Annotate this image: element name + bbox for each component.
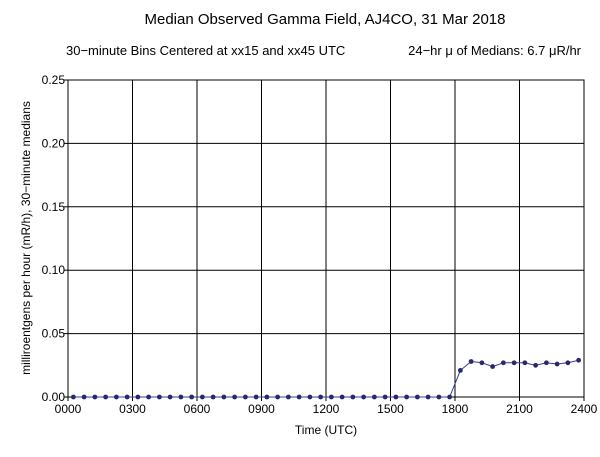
y-tick-label-5: 0.25 [42,73,66,87]
data-point [167,394,173,400]
data-point [468,359,474,364]
x-axis-ticks: 0000 0300 0600 0900 1200 1500 1800 2100 2400 [55,397,598,416]
data-point [479,360,485,366]
y-tick-label-3: 0.15 [42,200,66,214]
data-point [500,360,506,366]
data-point [81,394,87,400]
data-point [425,394,431,400]
data-point [533,362,539,368]
data-point [242,394,248,400]
y-tick-label-1: 0.05 [42,327,66,341]
data-point [296,394,302,400]
data-point [189,394,195,400]
data-point [146,394,152,400]
x-tick-label-2: 0600 [184,402,211,416]
grid [67,79,585,398]
data-point [404,394,410,400]
data-point [457,367,463,373]
data-point [414,394,420,400]
data-series [70,357,582,400]
data-point [447,394,453,400]
y-tick-label-4: 0.20 [42,136,66,150]
data-point [543,360,549,366]
y-tick-label-0: 0.00 [42,390,66,404]
y-axis-label: milliroentgens per hour (mR/h), 30−minut… [19,101,33,375]
x-tick-label-3: 0900 [248,402,275,416]
data-point [522,360,528,366]
data-point [156,394,162,400]
data-point [135,394,141,400]
data-point [70,394,76,400]
data-point [565,360,571,366]
x-axis-label: Time (UTC) [295,423,357,437]
data-point [210,394,216,400]
data-point [199,394,205,400]
data-point [490,364,496,369]
data-point [307,394,313,400]
data-point [232,394,238,400]
data-point [436,394,442,400]
data-point [350,394,356,400]
y-tick-label-2: 0.10 [42,263,66,277]
x-tick-label-8: 2400 [571,402,598,416]
x-tick-label-7: 2100 [506,402,533,416]
data-point [361,394,367,400]
y-axis-ticks: 0.00 0.05 0.10 0.15 0.20 0.25 [42,73,68,404]
data-point [103,394,109,400]
data-point [92,394,98,400]
chart-subtitle-right: 24−hr μ of Medians: 6.7 μR/hr [408,43,582,58]
data-point [285,394,291,400]
data-point [371,394,377,400]
x-tick-label-0: 0000 [55,402,82,416]
chart-title: Median Observed Gamma Field, AJ4CO, 31 M… [145,11,506,28]
data-point [339,394,345,400]
data-point [221,394,227,400]
data-point [328,394,334,400]
data-point [113,394,119,400]
data-point [264,394,270,400]
x-tick-label-5: 1500 [377,402,404,416]
data-point [554,361,560,367]
data-point [382,394,388,400]
x-tick-label-6: 1800 [442,402,469,416]
data-point [318,394,324,400]
data-point [393,394,399,400]
data-point [511,360,517,366]
chart-subtitle-left: 30−minute Bins Centered at xx15 and xx45… [66,43,345,58]
data-point [576,357,582,363]
data-point [253,394,259,400]
data-point [124,394,130,400]
data-point [275,394,281,400]
data-point [178,394,184,400]
x-tick-label-1: 0300 [119,402,146,416]
x-tick-label-4: 1200 [313,402,340,416]
